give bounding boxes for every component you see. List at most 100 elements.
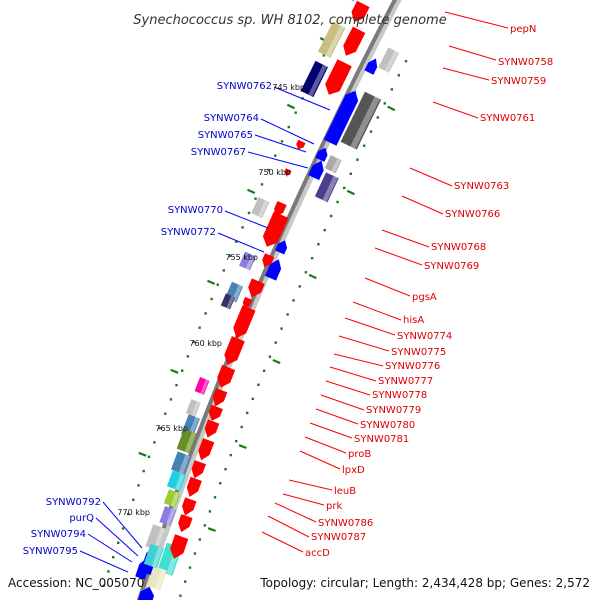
forward-gene-feature [220,293,236,310]
forward-gene-feature-shading [325,25,345,58]
tick-dot [188,566,192,569]
gene-label-right[interactable]: SYNW0780 [360,420,415,431]
leader-line [254,134,307,153]
tick-dot [193,552,197,555]
gene-label-right[interactable]: SYNW0761 [480,113,535,124]
tick-dot [254,197,257,200]
gene-label-right[interactable]: hisA [403,315,424,326]
reverse-gene-feature [315,147,328,162]
forward-gene-feature [242,296,253,309]
gene-label-right[interactable]: prk [326,501,342,512]
leader-line [288,479,333,491]
gene-label-right[interactable]: SYNW0777 [378,376,433,387]
gene-label-right[interactable]: lpxD [342,465,365,476]
gene-label-right[interactable]: leuB [334,486,356,497]
gene-label-left[interactable]: purQ [69,513,94,524]
gene-label-left[interactable]: SYNW0762 [217,81,272,92]
tick-dot [317,243,320,246]
reverse-gene-feature-shading [322,175,338,202]
gene-label-right[interactable]: proB [348,449,371,460]
gene-label-right[interactable]: pepN [510,24,536,35]
gene-label-right[interactable]: pgsA [412,292,437,303]
tick-dot [208,510,212,513]
gene-label-left[interactable]: SYNW0794 [31,529,86,540]
tick-dot [229,453,232,457]
tick-dot [175,383,178,387]
leader-line [374,247,423,266]
kbp-tick-mark [346,189,355,196]
gene-label-left[interactable]: SYNW0792 [46,497,101,508]
leader-line [282,493,325,506]
gene-label-left[interactable]: SYNW0770 [168,205,223,216]
leader-line [299,450,341,470]
tick-dot [369,130,373,133]
gene-label-left[interactable]: SYNW0772 [161,227,216,238]
tick-dot [192,340,195,344]
gene-label-right[interactable]: SYNW0774 [397,331,452,342]
gene-label-right[interactable]: SYNW0781 [354,434,409,445]
gene-label-right[interactable]: SYNW0786 [318,518,373,529]
tick-dot [132,498,135,501]
kbp-tick-mark [170,368,179,374]
tick-dot [222,269,225,272]
tick-dot [158,426,161,430]
tick-dot [304,271,308,274]
gene-label-left[interactable]: SYNW0795 [23,546,78,557]
kbp-tick-mark [238,444,247,450]
tick-dot [147,455,151,458]
leader-line [444,11,509,29]
tick-dot [397,74,400,77]
gene-label-right[interactable]: SYNW0768 [431,242,486,253]
tick-dot [343,186,346,190]
gene-label-right[interactable]: SYNW0776 [385,361,440,372]
tick-dot [216,283,219,286]
gene-label-right[interactable]: SYNW0758 [498,57,553,68]
gene-label-right[interactable]: SYNW0759 [491,76,546,87]
forward-gene-feature [251,197,270,219]
map-title: Synechococcus sp. WH 8102, complete geno… [133,13,446,28]
reverse-gene-feature-shading [331,158,341,173]
forward-gene-feature [143,543,164,569]
reverse-gene-feature [314,172,339,203]
kbp-tick-mark [207,527,216,532]
tick-dot [280,140,284,143]
leader-line [333,353,384,367]
forward-gene-feature-shading [245,254,256,270]
gene-label-right[interactable]: SYNW0766 [445,209,500,220]
tick-dot [247,211,251,215]
tick-dot [336,200,339,204]
gene-label-right[interactable]: accD [305,548,330,559]
forward-gene-feature-shading [153,527,166,551]
gene-label-right[interactable]: SYNW0769 [424,261,479,272]
leader-line [95,517,139,557]
kbp-label: 760 kbp [189,339,222,348]
kbp-label: 770 kbp [117,508,150,517]
leader-line [448,45,497,61]
gene-label-left[interactable]: SYNW0765 [198,130,253,141]
forward-gene-feature [176,428,198,454]
gene-features [135,0,400,600]
gene-label-right[interactable]: SYNW0779 [366,405,421,416]
tick-dot [228,254,232,258]
tick-dot [280,327,283,330]
forward-gene-feature [262,211,289,247]
forward-gene-feature-shading [257,200,269,218]
tick-dot [164,412,167,415]
forward-gene-feature [317,21,346,58]
forward-gene-feature [284,168,292,176]
gene-label-right[interactable]: SYNW0787 [311,532,366,543]
tick-dot [257,383,260,386]
tick-dot [198,326,201,329]
tick-dot [323,228,326,232]
gene-label-right[interactable]: SYNW0763 [454,181,509,192]
leader-line [381,229,430,248]
tick-dot [390,88,393,91]
forward-gene-feature [217,364,236,388]
forward-gene-feature-shading [226,295,235,310]
forward-gene-feature-shading [350,0,354,1]
gene-label-left[interactable]: SYNW0764 [204,113,259,124]
gene-label-right[interactable]: SYNW0778 [372,390,427,401]
topology-label: Topology: circular; Length: 2,434,428 bp… [259,576,590,590]
gene-label-right[interactable]: SYNW0775 [391,347,446,358]
gene-label-left[interactable]: SYNW0767 [191,147,246,158]
